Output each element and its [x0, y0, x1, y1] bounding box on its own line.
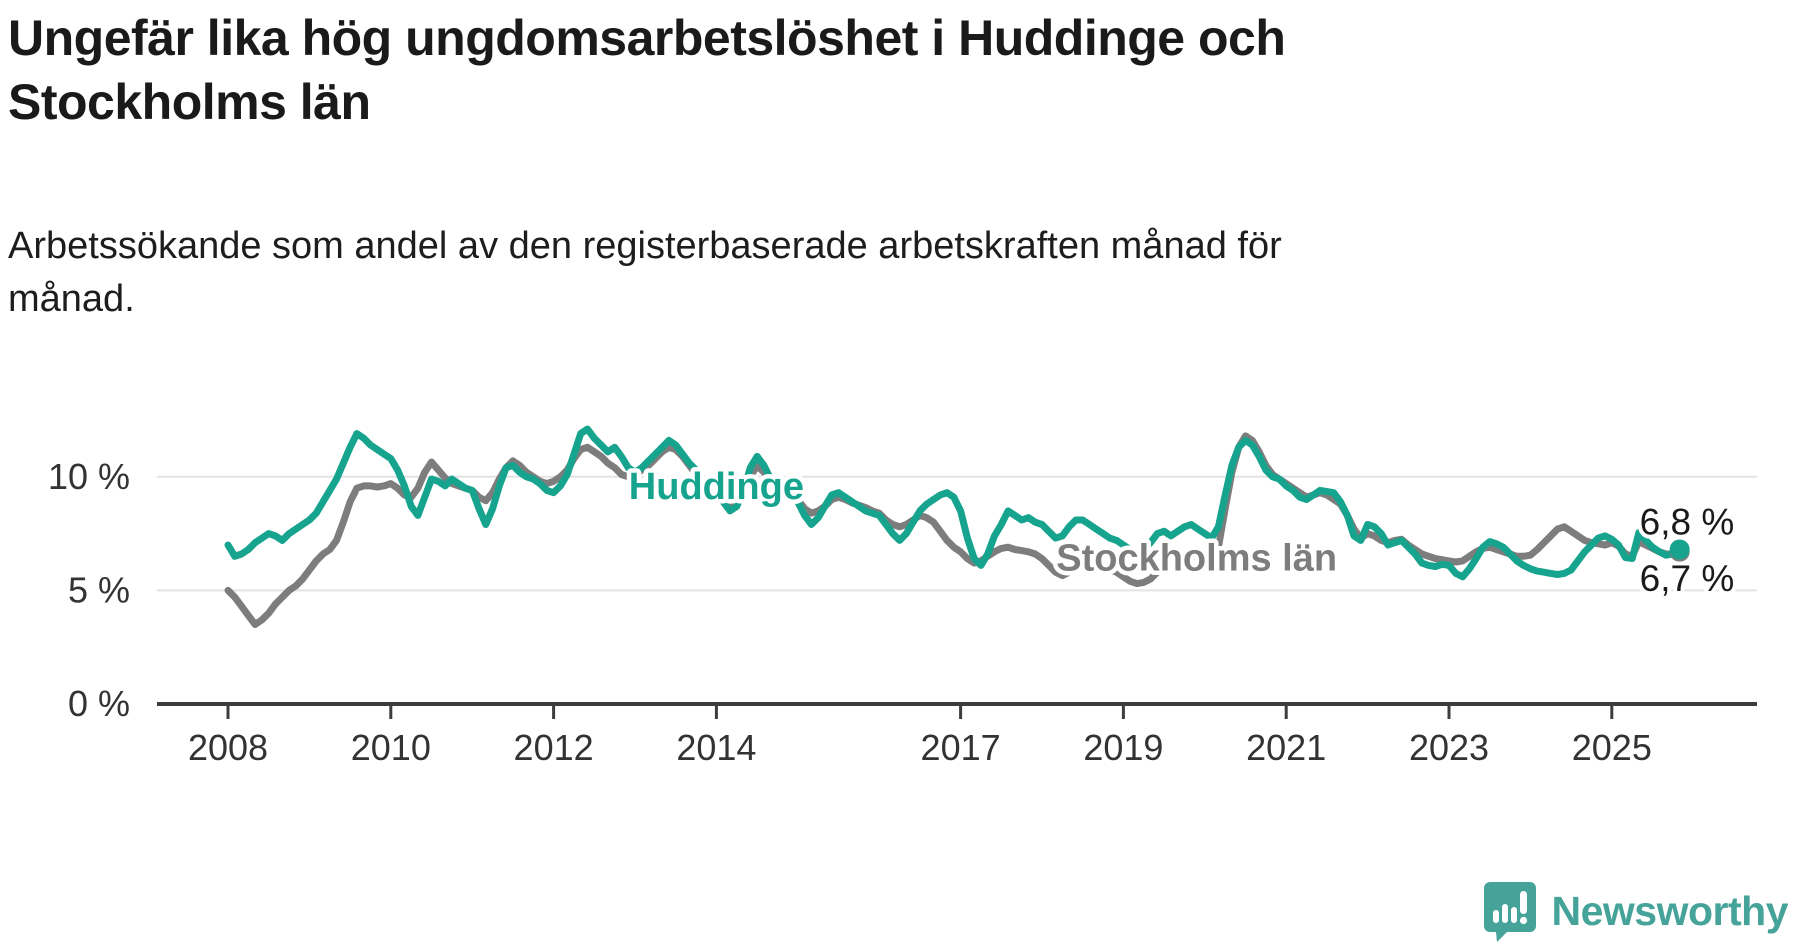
subtitle-line-1: Arbetssökande som andel av den registerb… [8, 225, 1282, 267]
exclamation-stem [1519, 891, 1527, 914]
exclamation-dot [1519, 916, 1527, 925]
series-line-huddinge [224, 425, 1684, 581]
page-subtitle: Arbetssökande som andel av den registerb… [8, 220, 1528, 326]
title-line-2: Stockholms län [8, 74, 371, 130]
bar-1 [1492, 910, 1499, 923]
x-tick-label-2012: 2012 [514, 727, 594, 768]
x-tick-label-2025: 2025 [1572, 727, 1652, 768]
y-tick-label-5: 5 % [68, 569, 130, 610]
x-tick-label-2023: 2023 [1409, 727, 1489, 768]
x-tick-label-2014: 2014 [676, 727, 756, 768]
page-title: Ungefär lika hög ungdomsarbetslöshet i H… [8, 6, 1768, 134]
title-line-1: Ungefär lika hög ungdomsarbetslöshet i H… [8, 10, 1286, 66]
bar-3 [1510, 907, 1517, 923]
subtitle-line-2: månad. [8, 278, 135, 320]
x-tick-label-2010: 2010 [351, 727, 431, 768]
x-tick-label-2017: 2017 [921, 727, 1001, 768]
x-tick-label-2019: 2019 [1083, 727, 1163, 768]
y-tick-label-10: 10 % [48, 456, 130, 497]
newsworthy-logo: Newsworthy [1482, 880, 1789, 942]
series-label-huddinge: Huddinge [629, 466, 804, 508]
x-tick-label-2021: 2021 [1246, 727, 1326, 768]
newsworthy-logo-icon [1483, 882, 1536, 942]
newsworthy-logo-text: Newsworthy [1551, 887, 1789, 934]
end-value-label-stockholms-lan: 6,7 % [1640, 558, 1735, 599]
speech-bubble-shape [1483, 882, 1536, 942]
end-value-label-huddinge: 6,8 % [1640, 502, 1735, 543]
y-tick-label-0: 0 % [68, 683, 130, 724]
bar-2 [1501, 904, 1508, 923]
series-line-stockholms-lan [224, 432, 1684, 628]
series-label-stockholms-lan: Stockholms län [1056, 537, 1337, 579]
series-end-dot-huddinge [1669, 539, 1690, 560]
x-tick-label-2008: 2008 [188, 727, 268, 768]
